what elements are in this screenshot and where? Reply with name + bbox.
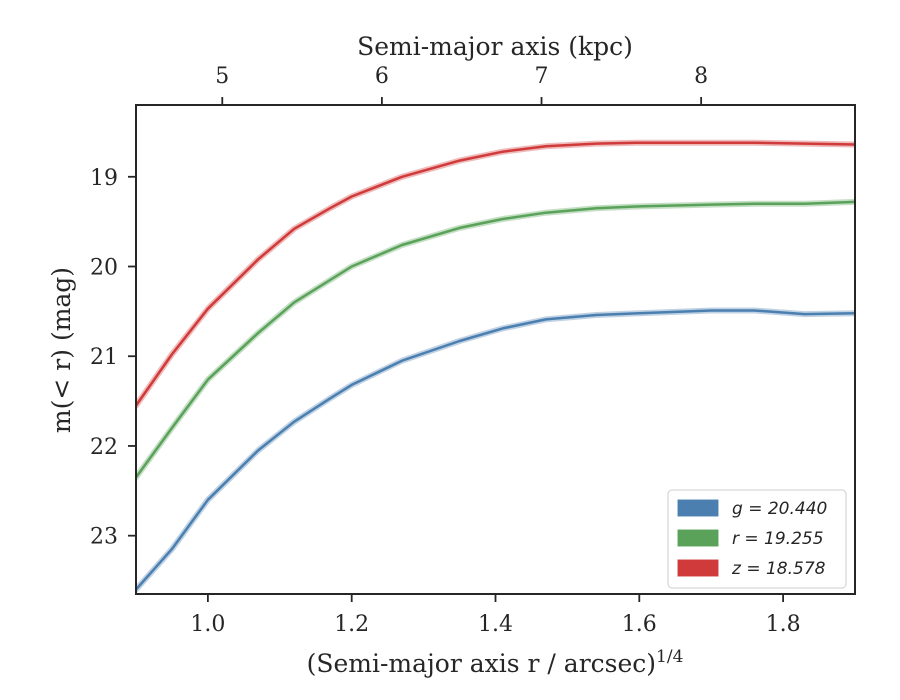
legend: g = 20.440 r = 19.255 z = 18.578: [667, 489, 847, 589]
bottom-x-axis: 1.0 1.2 1.4 1.6 1.8: [190, 594, 801, 637]
top-tick-label: 8: [694, 64, 708, 89]
y-tick-label: 19: [90, 166, 118, 191]
legend-swatch-r: [677, 529, 719, 547]
top-tick-label: 6: [375, 64, 389, 89]
series-r-band: [136, 198, 855, 481]
x-axis-label-exponent: 1/4: [656, 647, 683, 667]
x-tick-label: 1.4: [478, 612, 513, 637]
legend-swatch-g: [677, 499, 719, 517]
x-axis-label-main: (Semi-major axis r / arcsec): [307, 649, 656, 678]
series-g-line: [136, 309, 855, 591]
top-axis-label: Semi-major axis (kpc): [357, 32, 633, 61]
x-axis-label: (Semi-major axis r / arcsec)1/4: [307, 647, 684, 678]
legend-label-r: r = 19.255: [732, 529, 824, 549]
legend-label-g: g = 20.440: [732, 499, 827, 519]
top-tick-label: 5: [215, 64, 229, 89]
series-r: [136, 198, 855, 481]
top-tick-label: 7: [535, 64, 549, 89]
legend-label-z: z = 18.578: [731, 559, 826, 579]
series-z-line: [136, 141, 855, 407]
x-tick-label: 1.6: [622, 612, 657, 637]
series-r-line: [136, 200, 855, 479]
series-layer: [136, 139, 855, 593]
x-tick-label: 1.0: [190, 612, 225, 637]
left-y-axis: 19 20 21 22 23: [90, 166, 136, 550]
x-tick-label: 1.8: [766, 612, 801, 637]
x-tick-label: 1.2: [334, 612, 369, 637]
y-tick-label: 21: [90, 345, 118, 370]
legend-swatch-z: [677, 559, 719, 577]
series-z: [136, 139, 855, 409]
y-tick-label: 22: [90, 435, 118, 460]
y-tick-label: 20: [90, 256, 118, 281]
series-g: [136, 307, 855, 593]
y-axis-label: m(< r) (mag): [47, 267, 76, 433]
y-tick-label: 23: [90, 525, 118, 550]
top-x-axis: 5 6 7 8: [215, 64, 708, 105]
